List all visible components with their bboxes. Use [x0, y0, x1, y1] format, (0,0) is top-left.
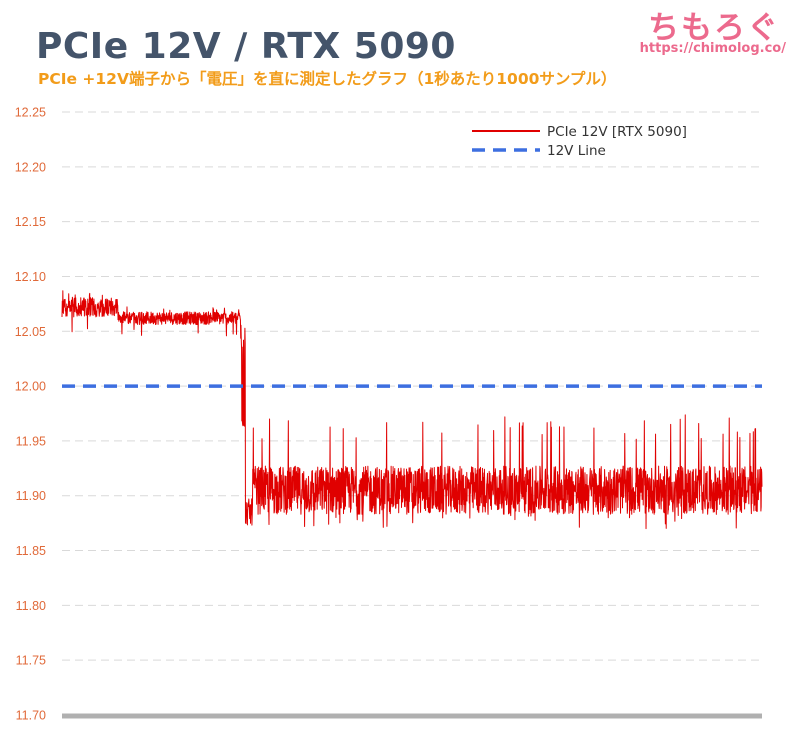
legend: PCIe 12V [RTX 5090] 12V Line [472, 124, 687, 159]
gridlines [62, 111, 762, 719]
y-tick-label: 11.70 [16, 709, 46, 723]
series-pcie-12v-line [61, 290, 763, 530]
legend-label-12v-line: 12V Line [547, 143, 606, 159]
y-tick-label: 11.85 [16, 544, 46, 558]
site-logo: ちもろぐ [648, 10, 780, 46]
plot-area [61, 290, 763, 530]
y-tick-label: 11.95 [16, 434, 46, 448]
legend-label-pcie-12v: PCIe 12V [RTX 5090] [547, 124, 687, 140]
y-tick-label: 12.05 [15, 325, 46, 339]
y-tick-label: 12.00 [15, 380, 46, 394]
y-tick-label: 11.90 [16, 489, 46, 503]
y-tick-label: 11.80 [16, 599, 46, 613]
y-axis-ticks: 12.25 12.20 12.15 12.10 12.05 12.00 11.95 11.90… [15, 106, 46, 723]
y-tick-label: 12.10 [15, 270, 46, 284]
y-tick-label: 11.75 [16, 654, 46, 668]
site-url: https://chimolog.co/ [639, 41, 786, 56]
y-tick-label: 12.20 [15, 160, 46, 174]
chart-subtitle: PCIe +12V端子から「電圧」を直に測定したグラフ（1秒あたり1000サンプ… [38, 70, 617, 88]
chart-title: PCIe 12V / RTX 5090 [36, 26, 456, 67]
y-tick-label: 12.15 [15, 215, 46, 229]
y-tick-label: 12.25 [15, 106, 46, 120]
